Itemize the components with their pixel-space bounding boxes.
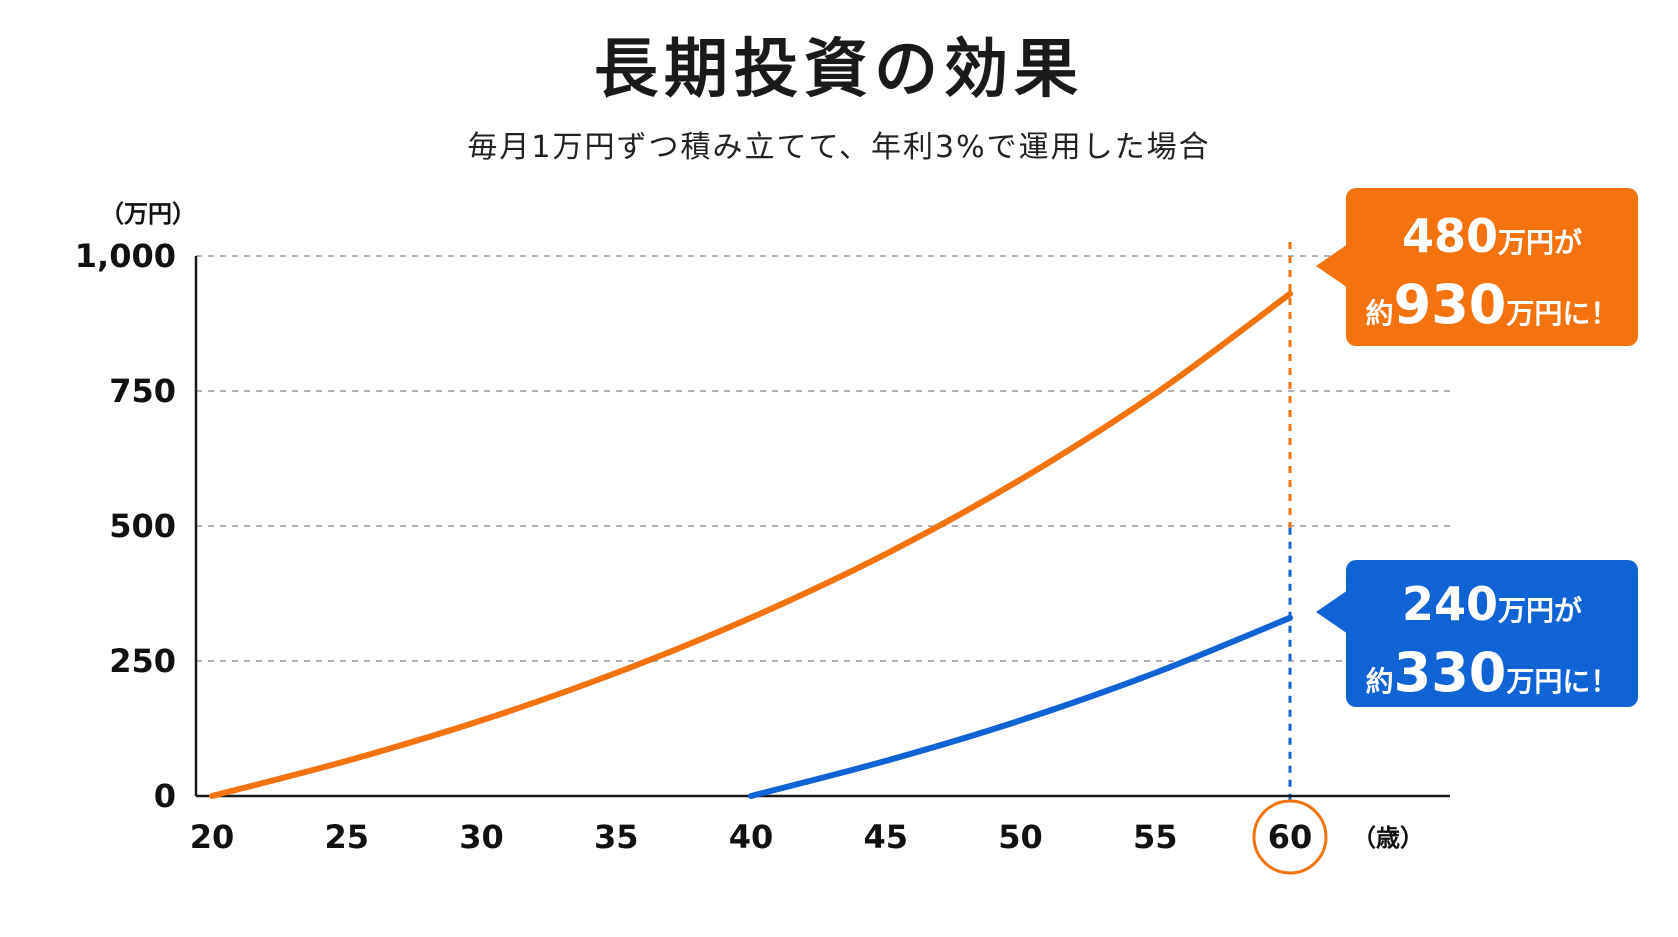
gridlines [196,255,1450,662]
x-tick-label: 30 [459,818,504,856]
callout-blue-line1: 240万円が [1346,576,1638,643]
y-tick-label: 0 [154,777,176,815]
series-lines [209,290,1293,799]
callout-orange-pointer [1316,244,1348,288]
chart-subtitle: 毎月1万円ずつ積み立てて、年利3%で運用した場合 [467,130,1211,165]
callout-orange-line2: 約930万円に！ [1346,275,1638,348]
highlight-circle [1252,799,1328,875]
x-tick-label: 35 [594,818,639,856]
callout-orange-original-suffix: 万円が [1498,226,1583,259]
callout-orange-result-amount: 930 [1393,273,1507,336]
callout-orange-original-amount: 480 [1401,209,1498,263]
chart-title: 長期投資の効果 [594,33,1084,107]
y-axis-unit-label: （万円） [100,200,196,228]
y-tick-label: 500 [109,507,176,545]
callout-blue-original-suffix: 万円が [1498,594,1583,627]
tick-labels: 0 250 500 750 1,000 20 25 30 35 40 45 50 55 60 [75,237,1312,856]
callout-blue-result-amount: 330 [1393,641,1507,704]
y-tick-label: 750 [109,372,176,410]
x-tick-label: 50 [998,818,1043,856]
callout-blue-original-amount: 240 [1401,577,1498,631]
x-tick-label: 40 [729,818,774,856]
callout-orange: 480万円が 約930万円に！ [1316,188,1638,348]
callout-blue-result-suffix: 万円に！ [1506,665,1619,698]
callout-blue-pointer [1316,590,1348,634]
x-tick-label: 60 [1268,818,1313,856]
callout-blue-line2: 約330万円に！ [1346,643,1638,716]
x-tick-label: 20 [190,818,235,856]
callout-orange-result-suffix: 万円に！ [1506,297,1619,330]
callout-orange-line1: 480万円が [1346,208,1638,275]
callout-blue-prefix: 約 [1365,665,1394,698]
series-line-blue [748,614,1293,799]
x-axis-unit-label: （歳） [1352,824,1424,852]
x-tick-label: 45 [863,818,908,856]
series-line-orange [209,290,1293,799]
x-tick-label: 25 [324,818,369,856]
callout-blue: 240万円が 約330万円に！ [1316,560,1638,707]
x-tick-label: 55 [1133,818,1178,856]
y-tick-label: 250 [109,642,176,680]
axes [194,256,1450,798]
y-tick-label: 1,000 [75,237,176,275]
callout-orange-prefix: 約 [1365,297,1394,330]
